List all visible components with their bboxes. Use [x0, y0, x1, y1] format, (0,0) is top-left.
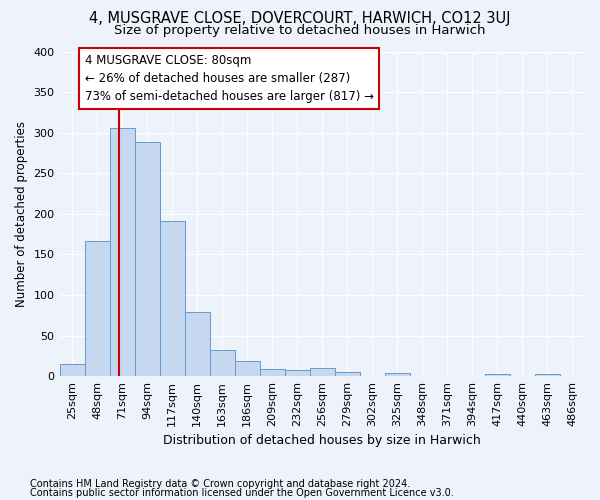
Text: 4, MUSGRAVE CLOSE, DOVERCOURT, HARWICH, CO12 3UJ: 4, MUSGRAVE CLOSE, DOVERCOURT, HARWICH, …	[89, 11, 511, 26]
Bar	[535, 374, 560, 376]
Bar	[85, 240, 110, 376]
Text: Size of property relative to detached houses in Harwich: Size of property relative to detached ho…	[114, 24, 486, 37]
Y-axis label: Number of detached properties: Number of detached properties	[15, 121, 28, 307]
Bar	[160, 221, 185, 376]
Text: 4 MUSGRAVE CLOSE: 80sqm
← 26% of detached houses are smaller (287)
73% of semi-d: 4 MUSGRAVE CLOSE: 80sqm ← 26% of detache…	[85, 54, 374, 103]
Bar	[335, 372, 360, 376]
Bar	[59, 364, 85, 376]
Bar	[110, 128, 134, 376]
X-axis label: Distribution of detached houses by size in Harwich: Distribution of detached houses by size …	[163, 434, 481, 448]
Bar	[209, 350, 235, 376]
Bar	[235, 361, 260, 376]
Bar	[185, 312, 209, 376]
Text: Contains HM Land Registry data © Crown copyright and database right 2024.: Contains HM Land Registry data © Crown c…	[30, 479, 410, 489]
Text: Contains public sector information licensed under the Open Government Licence v3: Contains public sector information licen…	[30, 488, 454, 498]
Bar	[310, 368, 335, 376]
Bar	[285, 370, 310, 376]
Bar	[134, 142, 160, 376]
Bar	[485, 374, 510, 376]
Bar	[385, 373, 410, 376]
Bar	[260, 369, 285, 376]
